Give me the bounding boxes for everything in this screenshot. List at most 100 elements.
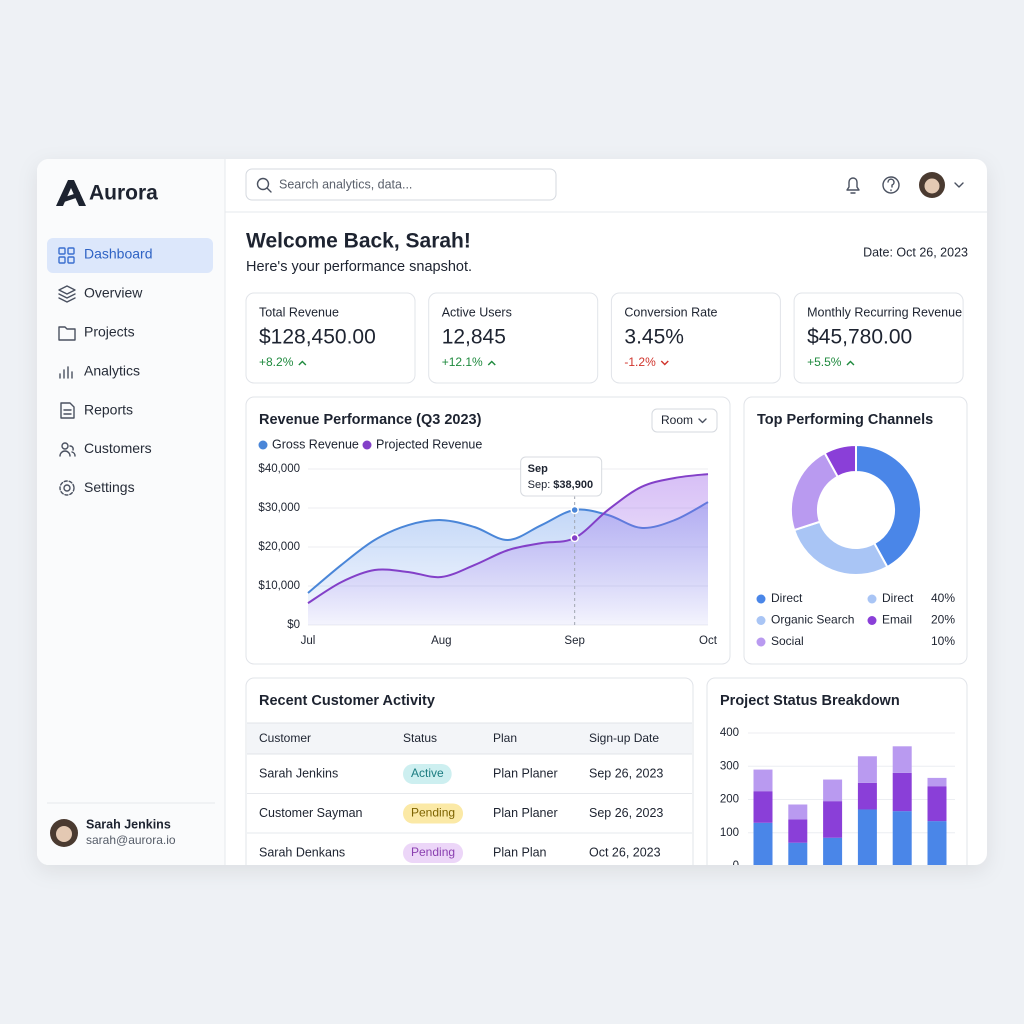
top-avatar[interactable] [919, 172, 945, 198]
kpi-change: +8.2% [259, 355, 294, 369]
donut-segment [855, 443, 922, 569]
nav-item[interactable]: Customers [84, 440, 152, 456]
bar-segment [753, 791, 773, 823]
kpi-change: -1.2% [624, 355, 656, 369]
bar-segment [788, 819, 808, 843]
kpi-value: $128,450.00 [259, 326, 376, 349]
line [307, 473, 709, 605]
tooltip [520, 456, 603, 497]
legend-percent: 40% [931, 591, 955, 605]
legend-label: Email [882, 613, 912, 627]
nav-item[interactable]: Settings [84, 479, 135, 495]
bar-segment [927, 786, 947, 822]
legend-label: Organic Search [771, 613, 854, 627]
legend-swatch [756, 616, 766, 625]
x-tick-label: Sep [564, 635, 584, 647]
table-cell: Sarah Denkans [259, 845, 345, 859]
nav-item[interactable]: Dashboard [84, 246, 153, 262]
kpi-card [428, 292, 599, 384]
nav-item[interactable]: Overview [84, 285, 143, 301]
kpi-card [793, 292, 964, 384]
search-icon [256, 177, 272, 193]
legend-swatch [756, 637, 766, 647]
revenue-title: Revenue Performance (Q3 2023) [259, 412, 482, 428]
dropdown-chevron [698, 418, 707, 424]
table-cell: Sarah Jenkins [259, 766, 338, 780]
status-pill [403, 843, 464, 863]
nav-item[interactable]: Reports [84, 401, 133, 417]
donut-segment [823, 443, 857, 479]
kpi-change: +5.5% [807, 355, 842, 369]
x-tick-label: Aug [431, 635, 451, 647]
user-name: Sarah Jenkins [86, 817, 171, 831]
bar-segment [857, 809, 877, 865]
table-title: Recent Customer Activity [259, 693, 435, 709]
column-header: Plan [493, 731, 517, 745]
legend-swatch [362, 440, 372, 450]
project-title: Project Status Breakdown [720, 693, 900, 709]
search-placeholder: Search analytics, data... [279, 177, 412, 191]
table-cell: Plan Planer [493, 766, 558, 780]
legend-swatch [867, 616, 877, 625]
tooltip-label: Sep: [528, 479, 551, 491]
logo [56, 180, 86, 206]
dropdown-label: Room [661, 413, 693, 427]
legend-label: Direct [771, 591, 803, 605]
bar-segment [892, 772, 912, 812]
bar-segment [927, 821, 947, 865]
kpi-value: $45,780.00 [807, 326, 912, 349]
nav-active-bg [47, 238, 213, 273]
y-tick-label: $20,000 [258, 541, 300, 553]
kpi-trend-icon [660, 360, 669, 366]
table-cell: Customer Sayman [259, 806, 363, 820]
window-content: Aurora Sarah Jenkins sarah@aurora.io Sea… [37, 159, 987, 865]
bar-segment [927, 777, 947, 787]
legend-percent: 20% [931, 613, 955, 627]
legend-swatch [867, 594, 877, 604]
help-icon[interactable] [882, 176, 900, 194]
page-subtitle: Here's your performance snapshot. [246, 259, 472, 275]
range-dropdown[interactable] [651, 408, 718, 433]
kpi-trend-icon [487, 360, 496, 366]
bell-icon[interactable] [846, 177, 860, 194]
kpi-label: Conversion Rate [624, 305, 717, 319]
search-box[interactable] [245, 168, 557, 201]
nav-item[interactable]: Analytics [84, 362, 140, 378]
avatar-chevron[interactable] [954, 182, 964, 188]
legend-label: Gross Revenue [272, 437, 359, 451]
kpi-label: Active Users [442, 305, 512, 319]
bar-segment [788, 842, 808, 865]
brand: Aurora [89, 182, 158, 205]
y-tick-label: $0 [287, 619, 300, 631]
bar-segment [823, 801, 843, 838]
legend-swatch [756, 594, 766, 604]
bar-segment [823, 779, 843, 802]
status-label: Pending [411, 806, 455, 820]
kpi-label: Monthly Recurring Revenue [807, 305, 962, 319]
table-header-bg [247, 723, 692, 754]
y-tick-label: $40,000 [258, 463, 300, 475]
y-tick-label: $10,000 [258, 580, 300, 592]
column-header: Sign-up Date [589, 731, 659, 745]
legend-percent: 10% [931, 634, 955, 648]
sidebar-avatar [50, 819, 78, 847]
column-header: Customer [259, 731, 311, 745]
kpi-change: +12.1% [442, 355, 483, 369]
bar-segment [892, 746, 912, 773]
legend-label: Direct [882, 591, 914, 605]
kpi-card [245, 292, 416, 384]
page-date: Date: Oct 26, 2023 [863, 245, 968, 259]
kpi-trend-icon [846, 360, 855, 366]
legend-label: Social [771, 634, 804, 648]
kpi-label: Total Revenue [259, 305, 339, 319]
kpi-value: 3.45% [624, 326, 684, 349]
point [570, 505, 579, 515]
y-tick-label: 300 [720, 760, 739, 772]
nav-item[interactable]: Projects [84, 324, 135, 340]
area-fill [308, 474, 708, 625]
status-pill [403, 803, 464, 824]
status-label: Active [411, 766, 444, 780]
bar-segment [753, 769, 773, 792]
y-tick-label: 200 [720, 794, 739, 806]
